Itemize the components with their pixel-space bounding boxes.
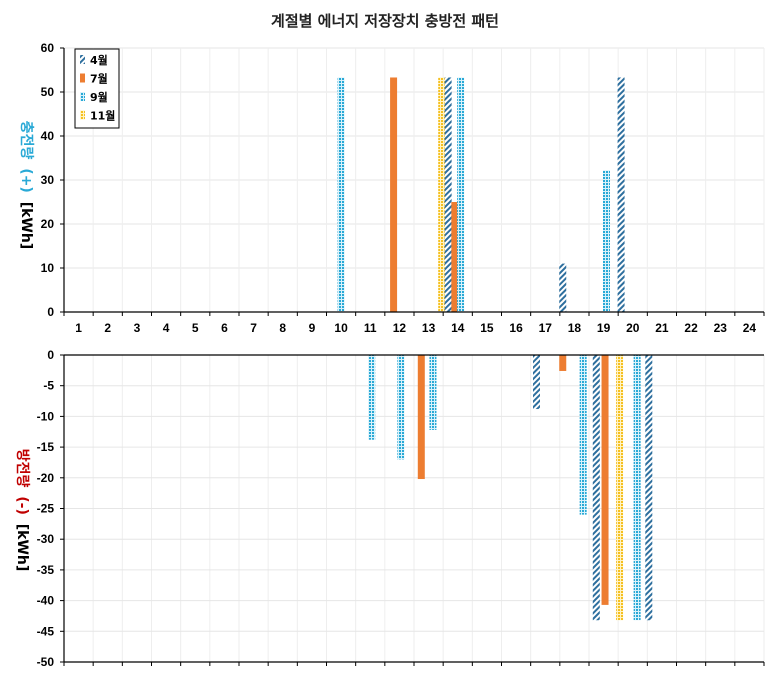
y-tick-label: -10 <box>37 409 55 423</box>
bottom-y-axis-label: 방전량 (-) [kWh] <box>14 449 31 572</box>
top-y-axis-label-unit: [kWh] <box>18 202 34 250</box>
y-tick-label: 20 <box>41 217 55 231</box>
x-tick-label: 21 <box>655 321 669 335</box>
y-tick-label: -30 <box>37 532 55 546</box>
y-tick-label: 40 <box>41 129 55 143</box>
chart-title: 계절별 에너지 저장장치 충방전 패턴 <box>271 12 499 30</box>
y-tick-label: -45 <box>37 624 55 638</box>
x-tick-label: 4 <box>163 321 170 335</box>
y-tick-label: 0 <box>47 348 54 362</box>
legend-label: 9월 <box>90 90 108 104</box>
bar-4월-top <box>559 263 567 312</box>
y-tick-label: -15 <box>37 440 55 454</box>
x-tick-label: 5 <box>192 321 199 335</box>
legend-swatch <box>80 110 85 120</box>
x-tick-label: 3 <box>134 321 141 335</box>
x-tick-label: 17 <box>539 321 553 335</box>
bar-discharge <box>559 355 567 371</box>
bar-discharge <box>429 355 437 430</box>
y-tick-label: -5 <box>43 379 54 393</box>
bottom-y-tick-labels: 0 -5 -10 -15 -20 -25 -30 -35 -40 -45 -50 <box>37 348 55 669</box>
bar-discharge <box>645 355 653 621</box>
bar-discharge <box>616 355 624 621</box>
y-tick-label: -35 <box>37 563 55 577</box>
bottom-bars <box>368 355 653 621</box>
y-tick-label: 0 <box>47 305 54 319</box>
x-tick-label: 14 <box>451 321 465 335</box>
x-tick-label: 24 <box>743 321 757 335</box>
y-tick-label: -20 <box>37 471 55 485</box>
bar-discharge <box>417 355 425 480</box>
legend: 4월 7월 9월 11월 <box>74 48 120 129</box>
y-tick-label: 60 <box>41 41 55 55</box>
x-tick-label: 1 <box>75 321 82 335</box>
bar-9월-top <box>457 77 465 312</box>
bottom-y-axis-label-unit: [kWh] <box>14 524 30 572</box>
bar-7월-top <box>390 77 398 312</box>
y-tick-label: -25 <box>37 502 55 516</box>
x-tick-label: 13 <box>422 321 436 335</box>
x-tick-labels: 1 2 3 4 5 6 7 8 9 10 11 12 13 14 15 16 17 18 19 20 21 22 23 24 <box>75 321 756 335</box>
y-tick-label: -40 <box>37 594 55 608</box>
legend-label: 4월 <box>90 53 108 67</box>
bottom-y-axis-label-main: 방전량 <box>14 449 31 488</box>
bar-discharge <box>368 355 376 440</box>
x-tick-label: 9 <box>309 321 316 335</box>
top-bars <box>337 77 625 312</box>
bar-4월-top <box>617 77 625 312</box>
bar-discharge <box>579 355 587 515</box>
x-tick-label: 6 <box>221 321 228 335</box>
bar-discharge <box>397 355 405 460</box>
legend-swatch <box>80 92 85 101</box>
y-tick-label: 10 <box>41 261 55 275</box>
bar-discharge <box>533 355 540 410</box>
bottom-gridlines <box>63 354 765 663</box>
y-tick-label: 50 <box>41 85 55 99</box>
legend-swatch <box>80 55 85 64</box>
x-tick-label: 23 <box>714 321 728 335</box>
bar-4월-top <box>444 77 452 312</box>
bar-11월-top <box>438 77 446 312</box>
x-tick-label: 16 <box>509 321 523 335</box>
legend-swatch <box>80 73 85 83</box>
bar-discharge <box>633 355 641 621</box>
x-tick-label: 12 <box>393 321 407 335</box>
x-tick-label: 2 <box>104 321 111 335</box>
bar-9월-top <box>337 77 345 312</box>
top-y-axis-label: 충전량 (+) [kWh] <box>18 121 35 249</box>
x-tick-label: 15 <box>480 321 494 335</box>
x-tick-label: 22 <box>684 321 698 335</box>
top-y-axis-label-main: 충전량 <box>18 121 35 160</box>
bar-9월-top <box>603 170 610 312</box>
x-tick-label: 8 <box>279 321 286 335</box>
bar-discharge <box>601 355 609 605</box>
legend-label: 7월 <box>90 72 108 86</box>
bar-discharge <box>592 355 600 621</box>
x-tick-label: 7 <box>250 321 257 335</box>
bottom-y-axis-label-sign: (-) <box>14 496 30 515</box>
x-tick-label: 18 <box>568 321 582 335</box>
y-tick-label: 30 <box>41 173 55 187</box>
legend-label: 11월 <box>90 109 115 123</box>
x-tick-label: 10 <box>334 321 348 335</box>
x-tick-label: 20 <box>626 321 640 335</box>
top-y-axis-label-sign: (+) <box>18 168 34 193</box>
y-tick-label: -50 <box>37 655 55 669</box>
bar-7월-top <box>451 202 459 312</box>
x-tick-label: 11 <box>364 321 377 335</box>
axes <box>60 47 765 666</box>
x-tick-label: 19 <box>597 321 611 335</box>
top-gridlines <box>63 47 765 313</box>
top-y-tick-labels: 0 10 20 30 40 50 60 <box>41 41 55 319</box>
